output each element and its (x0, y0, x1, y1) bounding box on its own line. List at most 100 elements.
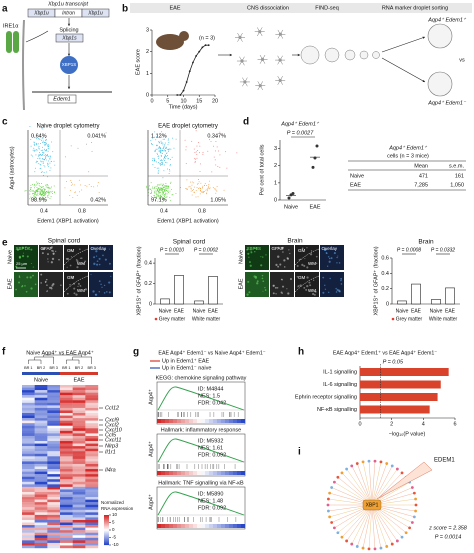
droplet-dot (39, 139, 41, 140)
stain (51, 284, 54, 287)
droplet-dot (160, 183, 162, 185)
stain (90, 273, 92, 276)
quadrant-percent: 0.42% (90, 197, 106, 203)
stain (327, 256, 330, 258)
droplet-dot (203, 191, 205, 192)
droplet-dot (193, 182, 195, 184)
stain (330, 257, 333, 260)
droplet-dot (42, 192, 44, 193)
heatmap-cell (22, 540, 35, 544)
heatmap-cell (22, 433, 35, 437)
network-edge (371, 461, 382, 506)
network-node (412, 491, 416, 495)
droplet-dot (156, 144, 158, 146)
rank-bar (197, 471, 202, 475)
droplet-dot (32, 193, 34, 195)
droplet-dot (34, 171, 36, 173)
y-tick-label: 2 (146, 49, 149, 55)
legend-title: Normalized (101, 500, 124, 505)
stain (272, 284, 275, 287)
droplet-dot (157, 156, 159, 157)
network-edge (371, 504, 387, 547)
droplet-dot (44, 158, 45, 160)
stain (108, 262, 111, 265)
rank-bar (233, 471, 238, 475)
heatmap-cell (60, 385, 73, 388)
gsea-title: EAE Aqp4⁺ Edem1⁻ vs Naive Aqp4⁺ Edem1⁻ (158, 350, 265, 356)
colorbar-step (104, 530, 109, 532)
stain (304, 258, 306, 260)
heatmap-cell (85, 463, 99, 467)
droplet-dot (41, 189, 43, 191)
legend-title: RNA expression (101, 506, 134, 511)
colorbar-step (104, 542, 109, 544)
replicate-label: BR 3 (49, 366, 57, 370)
droplet-dot (164, 156, 166, 158)
stain (281, 278, 283, 281)
droplet-dot (51, 186, 52, 188)
stain (324, 288, 327, 290)
heatmap-cell (34, 397, 48, 401)
droplet-dot (38, 147, 39, 149)
stain (333, 252, 336, 255)
replicate-label: BR 1 (24, 366, 32, 370)
heatmap-cell (34, 390, 48, 393)
colorbar-step (104, 527, 109, 529)
droplet-dot (42, 192, 44, 194)
droplet-dot (86, 185, 88, 187)
droplet-dot (215, 189, 217, 191)
droplet-dot (160, 143, 162, 144)
stain (262, 280, 265, 283)
chart-title: Aqp4⁺ Edem1⁺ (280, 121, 320, 127)
network-node (361, 546, 365, 550)
droplet-dot (154, 167, 156, 168)
heatmap-cell (34, 443, 48, 447)
boundary (294, 248, 320, 266)
enrichment-curve (157, 491, 245, 516)
stain (312, 292, 315, 296)
droplet-dot (164, 160, 165, 161)
droplet-dot (209, 187, 211, 189)
droplet-dot (206, 188, 208, 190)
droplet-dot (42, 158, 44, 160)
heatmap-cell (22, 499, 35, 503)
stain (15, 265, 18, 268)
droplet-dot (74, 184, 76, 186)
droplet-dot (79, 191, 80, 193)
stain (92, 290, 95, 293)
rank-bar (161, 471, 166, 475)
heatmap-cell (22, 522, 35, 526)
droplet-dot (154, 193, 156, 195)
arrow (381, 36, 426, 53)
stain (104, 258, 107, 261)
droplet-dot (160, 196, 162, 198)
droplet-dot (164, 138, 165, 140)
network-node (400, 535, 404, 539)
heatmap-cell (34, 458, 48, 462)
droplet-dot (199, 145, 201, 147)
y-tick-label: 0 (146, 92, 149, 98)
x-tick-label: 20 (212, 98, 218, 104)
heatmap-cell (72, 476, 86, 480)
stage-label: FIND-seq (315, 5, 339, 11)
stain (50, 261, 54, 264)
stain (23, 252, 25, 254)
heatmap-cell (34, 430, 48, 434)
droplet-dot (48, 145, 50, 147)
droplet-dot (39, 158, 41, 160)
stain (260, 264, 263, 267)
droplet-dot (219, 131, 221, 133)
heatmap-cell (47, 476, 61, 480)
heatmap-cell (60, 410, 73, 414)
heatmap-cell (85, 397, 99, 401)
heatmap-cell (72, 456, 86, 460)
droplet-dot (164, 190, 165, 191)
arrow-head (422, 36, 425, 39)
droplet-dot (36, 184, 38, 186)
droplet-dot (80, 184, 82, 186)
droplet-dot (162, 148, 164, 150)
droplet-dot (169, 164, 171, 165)
stain (98, 263, 101, 266)
heatmap-cell (60, 535, 73, 539)
y-tick-label: IL-1 signalling (323, 369, 357, 375)
